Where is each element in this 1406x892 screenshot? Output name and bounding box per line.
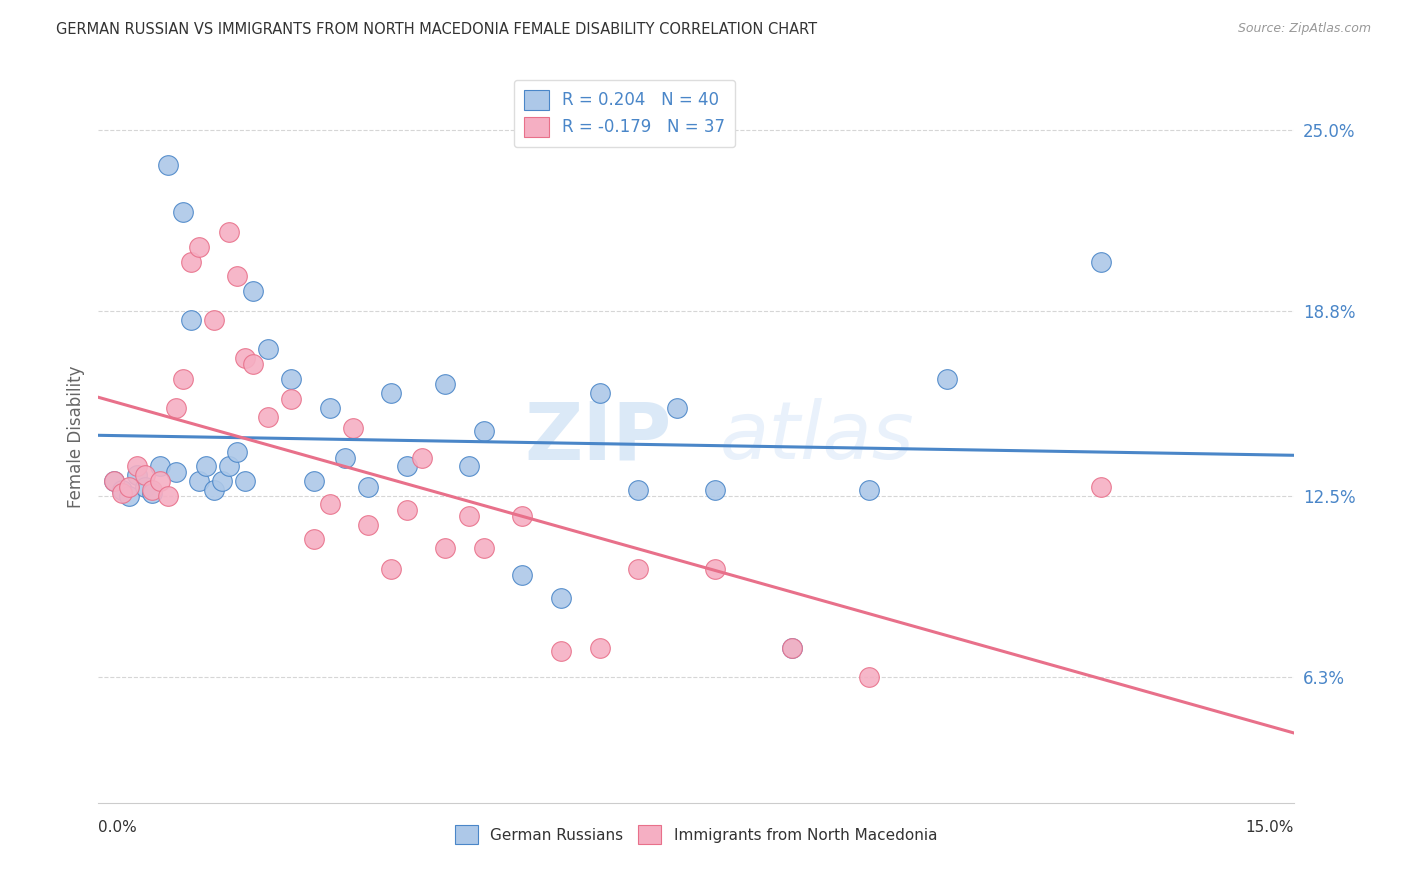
- Point: [380, 386, 402, 401]
- Point: [165, 465, 187, 479]
- Point: [110, 483, 132, 497]
- Point: [357, 480, 380, 494]
- Point: [211, 474, 233, 488]
- Point: [1090, 480, 1112, 494]
- Point: [172, 371, 194, 385]
- Point: [257, 343, 280, 357]
- Legend: German Russians, Immigrants from North Macedonia: German Russians, Immigrants from North M…: [449, 819, 943, 850]
- Point: [257, 409, 280, 424]
- Text: 15.0%: 15.0%: [1246, 821, 1294, 835]
- Point: [380, 562, 402, 576]
- Point: [457, 509, 479, 524]
- Point: [180, 313, 202, 327]
- Point: [103, 474, 125, 488]
- Point: [226, 269, 249, 284]
- Point: [512, 509, 534, 524]
- Point: [134, 468, 156, 483]
- Point: [118, 480, 141, 494]
- Point: [411, 450, 433, 465]
- Point: [434, 541, 457, 556]
- Point: [280, 371, 302, 385]
- Point: [165, 401, 187, 415]
- Point: [512, 567, 534, 582]
- Point: [627, 483, 650, 497]
- Point: [187, 240, 209, 254]
- Point: [103, 474, 125, 488]
- Point: [782, 640, 804, 655]
- Point: [242, 357, 264, 371]
- Point: [226, 444, 249, 458]
- Point: [782, 640, 804, 655]
- Point: [550, 591, 572, 605]
- Point: [588, 386, 610, 401]
- Point: [304, 474, 326, 488]
- Point: [125, 459, 148, 474]
- Point: [357, 517, 380, 532]
- Point: [149, 459, 172, 474]
- Point: [195, 459, 218, 474]
- Point: [134, 480, 156, 494]
- Point: [233, 351, 256, 365]
- Text: 0.0%: 0.0%: [98, 821, 138, 835]
- Point: [319, 497, 342, 511]
- Point: [395, 459, 418, 474]
- Point: [125, 468, 148, 483]
- Point: [202, 483, 225, 497]
- Point: [202, 313, 225, 327]
- Point: [457, 459, 479, 474]
- Text: Source: ZipAtlas.com: Source: ZipAtlas.com: [1237, 22, 1371, 36]
- Point: [233, 474, 256, 488]
- Point: [1090, 254, 1112, 268]
- Point: [187, 474, 209, 488]
- Point: [149, 474, 172, 488]
- Point: [304, 533, 326, 547]
- Point: [434, 377, 457, 392]
- Point: [858, 670, 880, 684]
- Point: [110, 485, 132, 500]
- Point: [588, 640, 610, 655]
- Point: [172, 204, 194, 219]
- Point: [550, 643, 572, 657]
- Point: [156, 489, 179, 503]
- Point: [858, 483, 880, 497]
- Point: [180, 254, 202, 268]
- Point: [218, 225, 240, 239]
- Point: [472, 541, 495, 556]
- Text: ZIP: ZIP: [524, 398, 672, 476]
- Point: [704, 562, 727, 576]
- Point: [665, 401, 688, 415]
- Point: [156, 158, 179, 172]
- Text: GERMAN RUSSIAN VS IMMIGRANTS FROM NORTH MACEDONIA FEMALE DISABILITY CORRELATION : GERMAN RUSSIAN VS IMMIGRANTS FROM NORTH …: [56, 22, 817, 37]
- Point: [118, 489, 141, 503]
- Point: [627, 562, 650, 576]
- Point: [935, 371, 957, 385]
- Point: [342, 421, 364, 435]
- Point: [333, 450, 356, 465]
- Point: [141, 485, 163, 500]
- Point: [395, 503, 418, 517]
- Point: [319, 401, 342, 415]
- Point: [141, 483, 163, 497]
- Point: [704, 483, 727, 497]
- Point: [218, 459, 240, 474]
- Text: atlas: atlas: [720, 398, 915, 476]
- Y-axis label: Female Disability: Female Disability: [66, 366, 84, 508]
- Point: [280, 392, 302, 406]
- Point: [242, 284, 264, 298]
- Point: [472, 424, 495, 438]
